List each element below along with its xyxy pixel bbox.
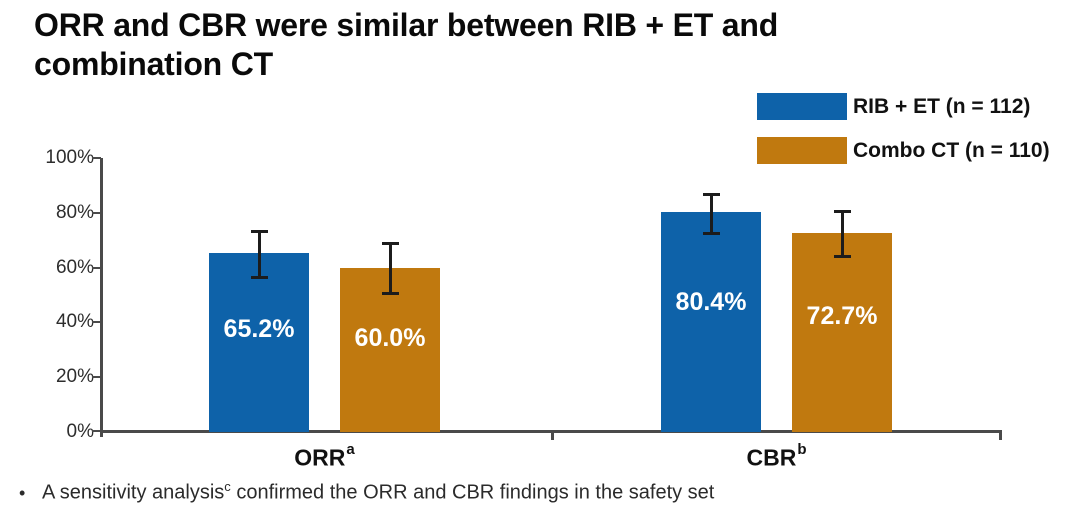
y-tick-mark	[92, 212, 101, 214]
bar-value-label: 72.7%	[806, 301, 878, 330]
x-tick-mark-mid	[551, 430, 554, 440]
bar-slot-cbr-combo-ct: 72.7%	[792, 158, 892, 432]
category-label-cbr: CBRb	[661, 441, 892, 472]
y-tick-mark	[92, 430, 101, 432]
bar-value-label: 65.2%	[223, 314, 295, 343]
bar-cbr-rib-et: 80.4%	[661, 211, 761, 432]
bar-value-label: 60.0%	[354, 324, 426, 353]
y-tick-label-20: 20%	[55, 366, 94, 387]
legend-label-rib-et: RIB + ET (n = 112)	[853, 94, 1031, 118]
legend-label-combo-ct: Combo CT (n = 110)	[853, 138, 1050, 162]
footnote-superscript: c	[224, 479, 231, 494]
y-tick-label-40: 40%	[55, 311, 94, 332]
slide-title-line1: ORR and CBR were similar between RIB + E…	[34, 7, 779, 43]
y-tick-label-0: 0%	[66, 421, 94, 442]
legend-item-rib-et: RIB + ET (n = 112)	[757, 93, 1050, 120]
error-bar-orr-combo-ct	[381, 242, 399, 295]
chart-legend: RIB + ET (n = 112) Combo CT (n = 110)	[757, 93, 1050, 181]
error-bar-cbr-rib-et	[702, 192, 720, 236]
footnote-text-post: confirmed the ORR and CBR findings in th…	[230, 481, 715, 504]
y-axis-line	[100, 158, 103, 437]
category-label-orr-text: ORR	[294, 444, 346, 471]
slide-title: ORR and CBR were similar between RIB + E…	[34, 6, 994, 84]
category-label-orr: ORRa	[209, 441, 440, 472]
bar-cbr-combo-ct: 72.7%	[792, 232, 892, 432]
bar-value-label: 80.4%	[675, 287, 747, 316]
footnote-text-pre: A sensitivity analysis	[42, 481, 225, 504]
bullet-icon: •	[19, 482, 26, 503]
category-label-cbr-text: CBR	[746, 444, 797, 471]
y-tick-label-100: 100%	[45, 147, 94, 168]
x-tick-mark-end	[999, 430, 1002, 440]
error-bar-cbr-combo-ct	[833, 210, 851, 259]
bar-slot-orr-rib-et: 65.2%	[209, 158, 309, 432]
y-tick-mark	[92, 267, 101, 269]
error-bar-orr-rib-et	[250, 230, 268, 280]
y-tick-label-60: 60%	[55, 257, 94, 278]
y-tick-label-80: 80%	[55, 202, 94, 223]
legend-swatch-rib-et	[757, 93, 847, 120]
bar-slot-cbr-rib-et: 80.4%	[661, 158, 761, 432]
legend-swatch-combo-ct	[757, 137, 847, 164]
bar-orr-rib-et: 65.2%	[209, 253, 309, 432]
bar-slot-orr-combo-ct: 60.0%	[340, 158, 440, 432]
y-tick-mark	[92, 321, 101, 323]
slide-title-line2: combination CT	[34, 46, 273, 82]
bar-orr-combo-ct: 60.0%	[340, 267, 440, 432]
y-tick-mark	[92, 157, 101, 159]
legend-item-combo-ct: Combo CT (n = 110)	[757, 137, 1050, 164]
y-tick-mark	[92, 376, 101, 378]
category-label-cbr-superscript: b	[797, 441, 807, 458]
footnote-bullet-line: • A sensitivity analysisc confirmed the O…	[19, 479, 714, 505]
category-label-orr-superscript: a	[346, 441, 355, 458]
